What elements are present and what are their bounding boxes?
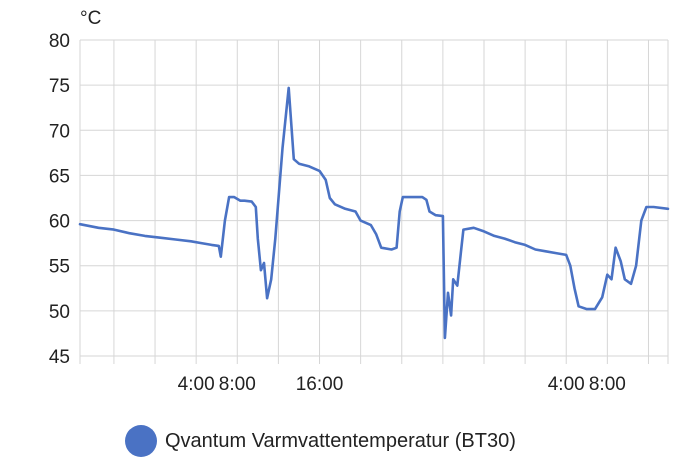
y-tick-label: 55: [49, 257, 70, 278]
grid: [79, 39, 669, 364]
legend[interactable]: Qvantum Varmvattentemperatur (BT30): [125, 424, 516, 458]
y-tick-label: 50: [49, 302, 70, 323]
y-tick-label: 70: [49, 121, 70, 142]
x-tick-label: 16:00: [296, 374, 344, 395]
y-axis: 45 50 55 60 65 70 75 80: [49, 31, 70, 368]
y-tick-label: 80: [49, 31, 70, 52]
x-tick-label: 4:00: [178, 374, 215, 395]
x-axis: 4:00 8:00 16:00 4:00 8:00: [178, 374, 626, 395]
series-line: [78, 86, 670, 340]
x-tick-label: 8:00: [219, 374, 256, 395]
y-tick-label: 60: [49, 212, 70, 233]
x-tick-label: 4:00: [548, 374, 585, 395]
y-tick-label: 65: [49, 166, 70, 187]
legend-swatch: [125, 425, 157, 457]
legend-label: Qvantum Varmvattentemperatur (BT30): [165, 429, 516, 452]
x-tick-label: 8:00: [589, 374, 626, 395]
series-layer: [78, 86, 670, 340]
y-unit-label: °C: [80, 8, 101, 29]
y-tick-label: 75: [49, 76, 70, 97]
y-tick-label: 45: [49, 347, 70, 368]
